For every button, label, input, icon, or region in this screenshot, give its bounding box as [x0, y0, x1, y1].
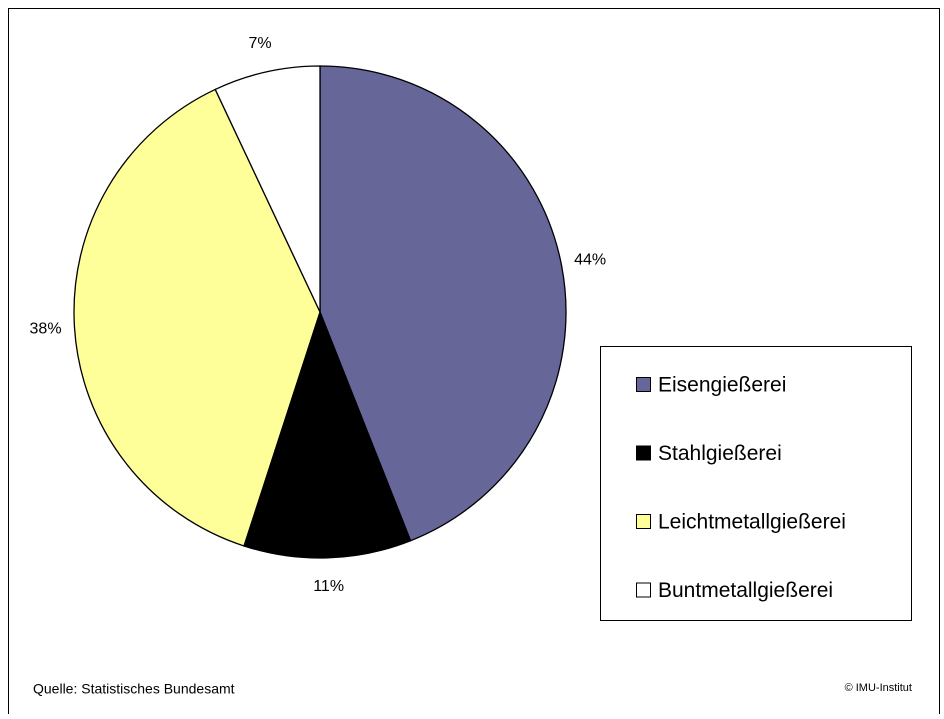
legend-label: Eisengießerei	[658, 374, 786, 397]
data-label: 44%	[574, 252, 606, 269]
legend-swatch	[636, 377, 651, 392]
legend-label: Stahlgießerei	[658, 442, 782, 465]
pie-slice	[73, 88, 321, 547]
data-label: 11%	[313, 578, 344, 595]
data-label: 38%	[30, 320, 62, 337]
copyright: © IMU-Institut	[845, 682, 912, 694]
legend-swatch	[636, 582, 651, 598]
legend-swatch	[636, 514, 651, 529]
legend-label: Leichtmetallgießerei	[658, 511, 846, 534]
legend-label: Buntmetallgießerei	[658, 579, 833, 602]
pie-slice	[214, 65, 321, 313]
data-label: 7%	[248, 35, 271, 52]
source-note: Quelle: Statistisches Bundesamt	[33, 681, 235, 697]
legend-swatch	[636, 445, 651, 461]
pie-slice	[243, 310, 412, 559]
pie-slice	[319, 65, 567, 542]
legend-box	[600, 346, 912, 621]
